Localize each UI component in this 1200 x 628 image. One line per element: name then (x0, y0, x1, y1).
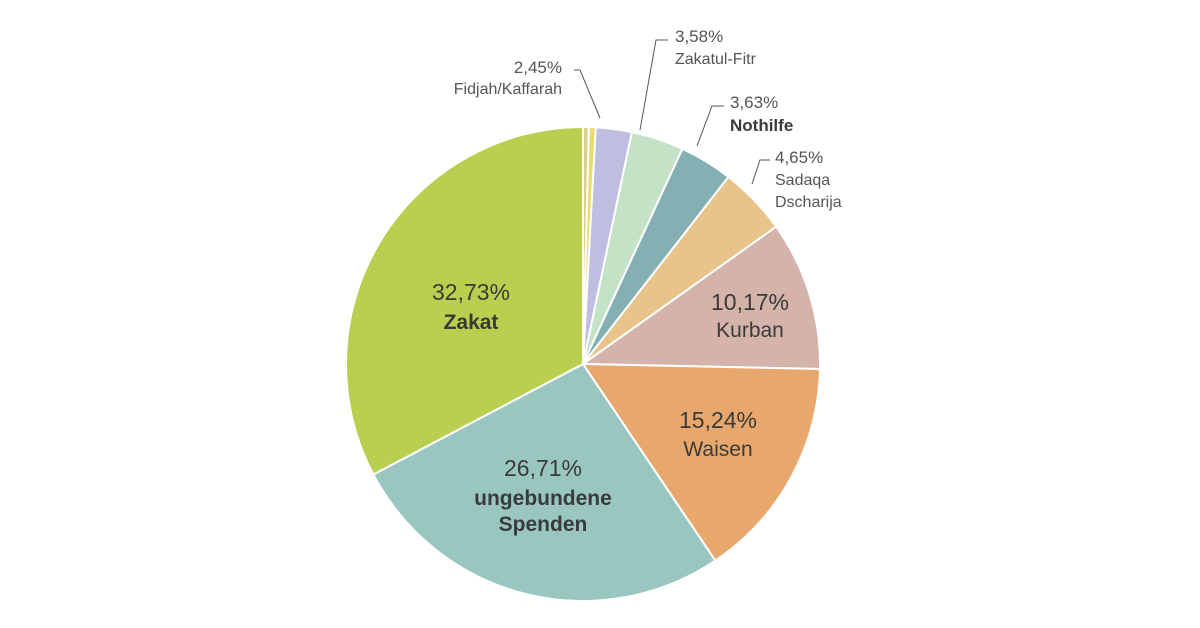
pie-slice-8 (372, 362, 717, 603)
slice-name-label: Spenden (499, 513, 588, 536)
slice-labels: 2,45% Fidjah/Kaffarah 3,58% Zakatul-Fitr 3,6… (432, 27, 842, 536)
leader-line (696, 105, 724, 147)
slice-percent-label: 4,65% (775, 148, 823, 167)
slice-percent-label: 32,73% (432, 279, 510, 305)
pie-slice-7 (581, 362, 821, 563)
slice-percent-label: 15,24% (679, 407, 757, 433)
slice-percent-label: 10,17% (711, 289, 789, 315)
slice-name-label: Fidjah/Kaffarah (454, 81, 562, 98)
leader-line (751, 159, 770, 185)
slice-name-label: ungebundene (474, 487, 612, 510)
slice-name-label: Nothilfe (730, 116, 793, 135)
pie-slice-9 (344, 125, 584, 476)
slice-percent-label: 3,58% (675, 27, 723, 46)
slice-percent-label: 26,71% (504, 455, 582, 481)
slice-name-label: Zakat (444, 311, 499, 334)
slice-name-label: Kurban (716, 319, 784, 342)
slice-percent-label: 3,63% (730, 93, 778, 112)
leader-lines (574, 39, 770, 185)
pie-slices (344, 125, 821, 603)
leader-line (574, 69, 601, 119)
leader-line (639, 39, 668, 131)
slice-name-label: Sadaqa (775, 172, 830, 189)
slice-percent-label: 2,45% (514, 58, 562, 77)
slice-name-label: Waisen (683, 438, 752, 461)
pie-slice-6 (579, 225, 821, 371)
slice-name-label: Zakatul-Fitr (675, 51, 757, 68)
slice-name-label: Dscharija (775, 194, 842, 211)
